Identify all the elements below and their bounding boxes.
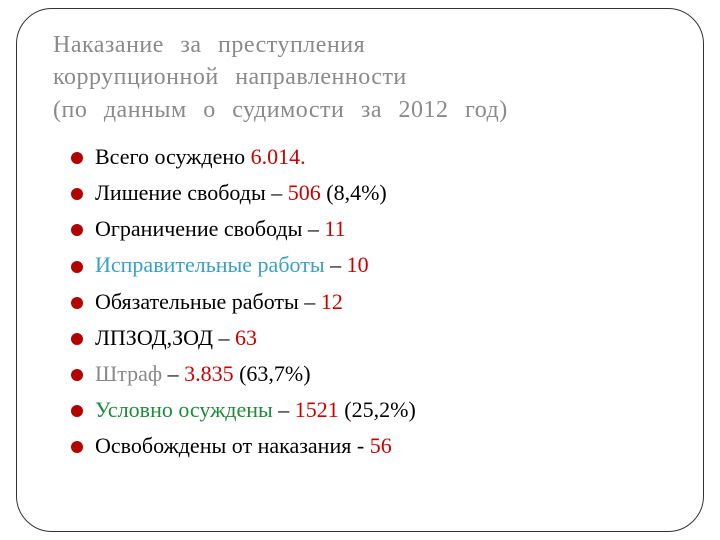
list-item-segment: Штраф — [95, 361, 162, 386]
list-item: Условно осуждены – 1521 (25,2%) — [71, 393, 667, 427]
list-item: Ограничение свободы – 11 — [71, 212, 667, 246]
list-item-segment: 3.835 — [184, 361, 234, 386]
list-item: Обязательные работы – 12 — [71, 285, 667, 319]
list-item: Исправительные работы – 10 — [71, 248, 667, 282]
list-item-segment: 56 — [370, 433, 392, 458]
slide-frame: Наказание за преступления коррупционной … — [16, 8, 704, 532]
list-item: Лишение свободы – 506 (8,4%) — [71, 176, 667, 210]
slide-title: Наказание за преступления коррупционной … — [53, 29, 667, 126]
list-item-segment: 63 — [235, 325, 257, 350]
list-item-segment: ЛПЗОД,ЗОД – — [95, 325, 235, 350]
list-item-segment: (63,7%) — [234, 361, 311, 386]
list-item-segment: 10 — [347, 252, 369, 277]
title-line-1: Наказание за преступления — [53, 32, 365, 58]
list-item-segment: Исправительные работы — [95, 252, 325, 277]
list-item-segment: Условно осуждены — [95, 397, 273, 422]
list-item: Штраф – 3.835 (63,7%) — [71, 357, 667, 391]
list-item-segment: (8,4%) — [326, 180, 386, 205]
list-item-segment: 1521 — [295, 397, 339, 422]
list-item-segment: – — [162, 361, 184, 386]
list-item-segment: Освобождены от наказания - — [95, 433, 370, 458]
list-item-segment: 12 — [321, 289, 343, 314]
list-item-segment: – — [273, 397, 295, 422]
list-item: Всего осуждено 6.014. — [71, 140, 667, 174]
list-item-segment: 6.014. — [251, 144, 306, 169]
list-item: Освобождены от наказания - 56 — [71, 429, 667, 463]
list-item: ЛПЗОД,ЗОД – 63 — [71, 321, 667, 355]
list-item-segment: Обязательные работы – — [95, 289, 321, 314]
title-line-3: (по данным о судимости за 2012 год) — [53, 97, 508, 123]
list-item-segment: Лишение свободы – — [95, 180, 288, 205]
list-item-segment: 11 — [324, 216, 345, 241]
list-item-segment: 506 — [288, 180, 327, 205]
list-item-segment: Ограничение свободы – — [95, 216, 324, 241]
list-item-segment: Всего осуждено — [95, 144, 251, 169]
list-item-segment: – — [325, 252, 347, 277]
title-line-2: коррупционной направленности — [53, 64, 407, 90]
bullet-list: Всего осуждено 6.014.Лишение свободы – 5… — [53, 140, 667, 463]
list-item-segment: (25,2%) — [339, 397, 416, 422]
